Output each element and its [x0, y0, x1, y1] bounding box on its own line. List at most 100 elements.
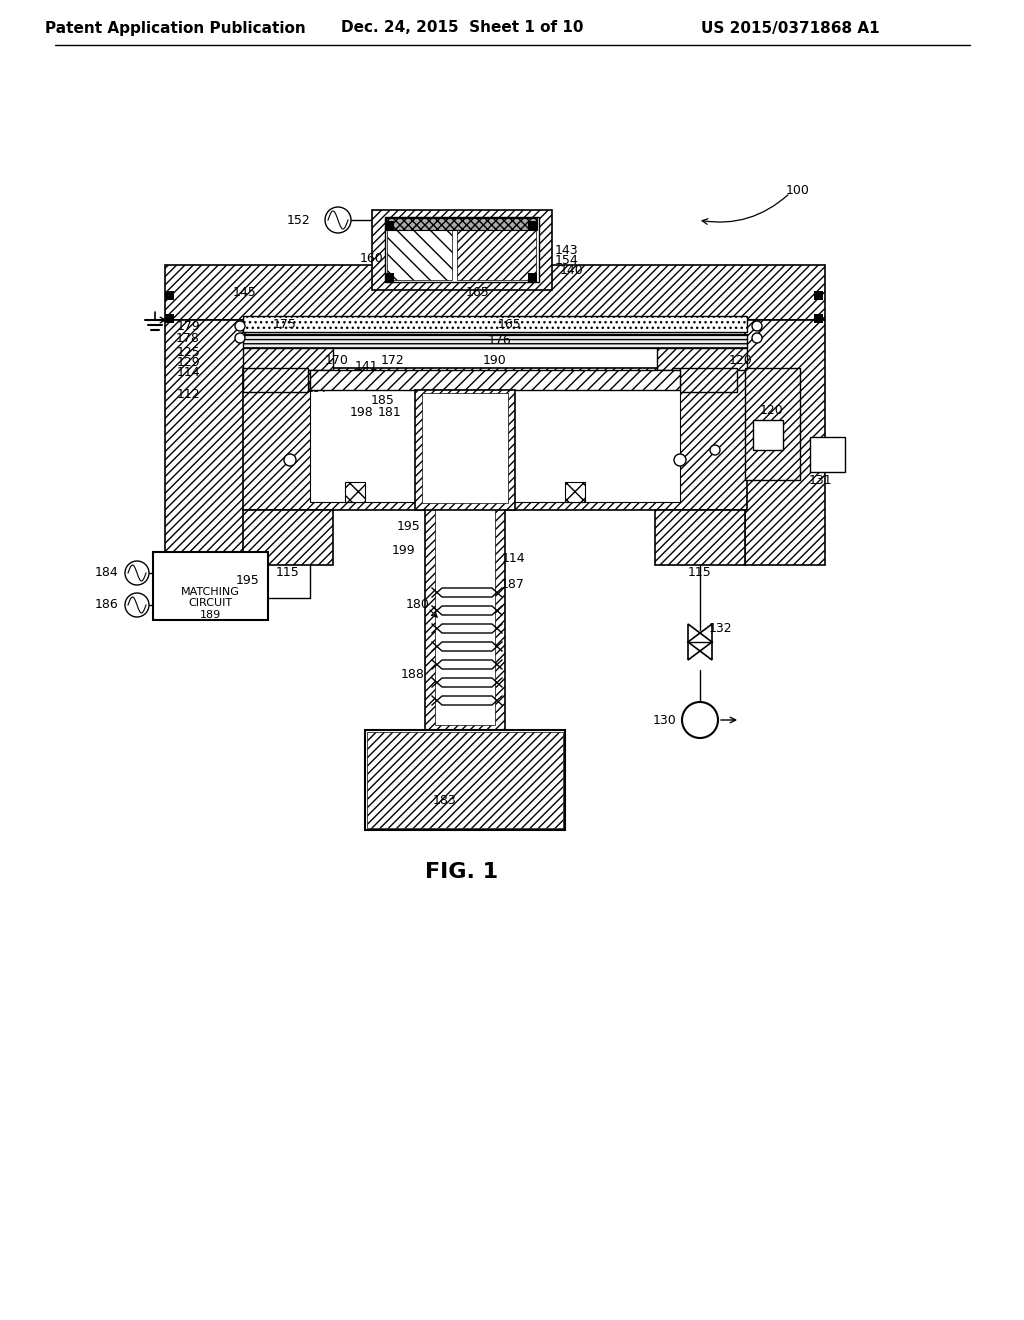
Text: 115: 115 — [688, 565, 712, 578]
Text: 170: 170 — [325, 354, 349, 367]
Text: 184: 184 — [94, 566, 118, 579]
Text: 155: 155 — [403, 246, 427, 259]
Text: 120: 120 — [760, 404, 783, 417]
Text: MATCHING: MATCHING — [180, 587, 240, 597]
Text: 185: 185 — [371, 393, 395, 407]
Text: 179: 179 — [176, 321, 200, 334]
Text: 114: 114 — [501, 552, 525, 565]
Bar — [367, 733, 563, 828]
Bar — [387, 220, 452, 280]
Text: 186: 186 — [94, 598, 118, 611]
Bar — [753, 420, 783, 450]
Circle shape — [325, 207, 351, 234]
Text: 160: 160 — [359, 252, 383, 264]
Text: 190: 190 — [483, 354, 507, 367]
Text: 188: 188 — [401, 668, 425, 681]
Text: 130: 130 — [652, 714, 676, 726]
Bar — [528, 273, 537, 282]
Text: 187: 187 — [501, 578, 525, 591]
Bar — [243, 315, 746, 333]
Text: 143: 143 — [555, 243, 579, 256]
Bar — [655, 510, 745, 565]
Text: 140: 140 — [560, 264, 584, 276]
Text: 154: 154 — [555, 253, 579, 267]
Circle shape — [674, 454, 686, 466]
Bar — [165, 290, 174, 300]
Text: 100: 100 — [786, 183, 810, 197]
Text: FIG. 1: FIG. 1 — [425, 862, 499, 882]
Text: 152: 152 — [287, 214, 310, 227]
Circle shape — [234, 321, 245, 331]
Bar — [385, 216, 539, 282]
Bar — [425, 506, 505, 730]
Text: 176: 176 — [488, 334, 512, 347]
Bar — [415, 389, 515, 510]
Text: 172: 172 — [381, 354, 404, 367]
Bar — [422, 393, 508, 503]
Bar — [435, 506, 495, 725]
Bar — [153, 552, 268, 620]
Bar — [165, 265, 825, 319]
Text: 157: 157 — [398, 256, 422, 268]
Text: US 2015/0371868 A1: US 2015/0371868 A1 — [700, 21, 880, 36]
Text: CIRCUIT: CIRCUIT — [188, 598, 232, 609]
Text: 114: 114 — [176, 366, 200, 379]
Bar — [457, 220, 536, 280]
Text: 189: 189 — [200, 610, 220, 620]
Text: 195: 195 — [237, 573, 260, 586]
Text: 132: 132 — [709, 622, 732, 635]
Text: Patent Application Publication: Patent Application Publication — [45, 21, 305, 36]
Bar — [810, 437, 845, 473]
Bar — [745, 319, 825, 565]
Bar — [243, 368, 308, 392]
Text: 199: 199 — [391, 544, 415, 557]
Bar — [243, 510, 333, 565]
Text: 150: 150 — [428, 272, 452, 285]
Bar — [814, 290, 823, 300]
Bar — [243, 334, 746, 348]
Bar — [672, 368, 737, 392]
Bar — [310, 372, 680, 502]
Bar — [165, 314, 174, 323]
Text: 156: 156 — [409, 231, 432, 244]
Text: 197: 197 — [306, 383, 330, 396]
Bar — [385, 220, 394, 230]
Text: 175: 175 — [273, 318, 297, 330]
Text: 165: 165 — [466, 285, 489, 298]
Text: 145: 145 — [233, 285, 257, 298]
Text: 120: 120 — [729, 354, 753, 367]
Text: 125: 125 — [176, 346, 200, 359]
Text: 178: 178 — [176, 333, 200, 346]
Text: 131: 131 — [808, 474, 831, 487]
Circle shape — [682, 702, 718, 738]
Circle shape — [710, 445, 720, 455]
Text: 180: 180 — [407, 598, 430, 611]
Bar — [243, 368, 746, 510]
Text: 165: 165 — [498, 318, 522, 330]
Text: 195: 195 — [396, 520, 420, 533]
Bar — [814, 314, 823, 323]
Bar — [745, 368, 800, 480]
Text: 198: 198 — [350, 405, 374, 418]
Bar — [528, 220, 537, 230]
Text: 129: 129 — [176, 356, 200, 370]
Bar — [345, 482, 365, 502]
Text: 193: 193 — [760, 424, 783, 437]
Circle shape — [752, 333, 762, 343]
Bar — [165, 319, 245, 565]
Text: Dec. 24, 2015  Sheet 1 of 10: Dec. 24, 2015 Sheet 1 of 10 — [341, 21, 584, 36]
Text: 112: 112 — [176, 388, 200, 401]
Circle shape — [125, 561, 150, 585]
Circle shape — [752, 321, 762, 331]
Text: 183: 183 — [433, 793, 457, 807]
Text: 181: 181 — [378, 405, 401, 418]
Bar — [310, 370, 680, 389]
Text: 141: 141 — [354, 360, 378, 374]
Circle shape — [125, 593, 150, 616]
Bar — [385, 273, 394, 282]
Bar — [243, 348, 333, 370]
Text: 155A: 155A — [488, 235, 520, 248]
Text: 192: 192 — [760, 436, 783, 449]
Bar — [365, 730, 565, 830]
Circle shape — [284, 454, 296, 466]
